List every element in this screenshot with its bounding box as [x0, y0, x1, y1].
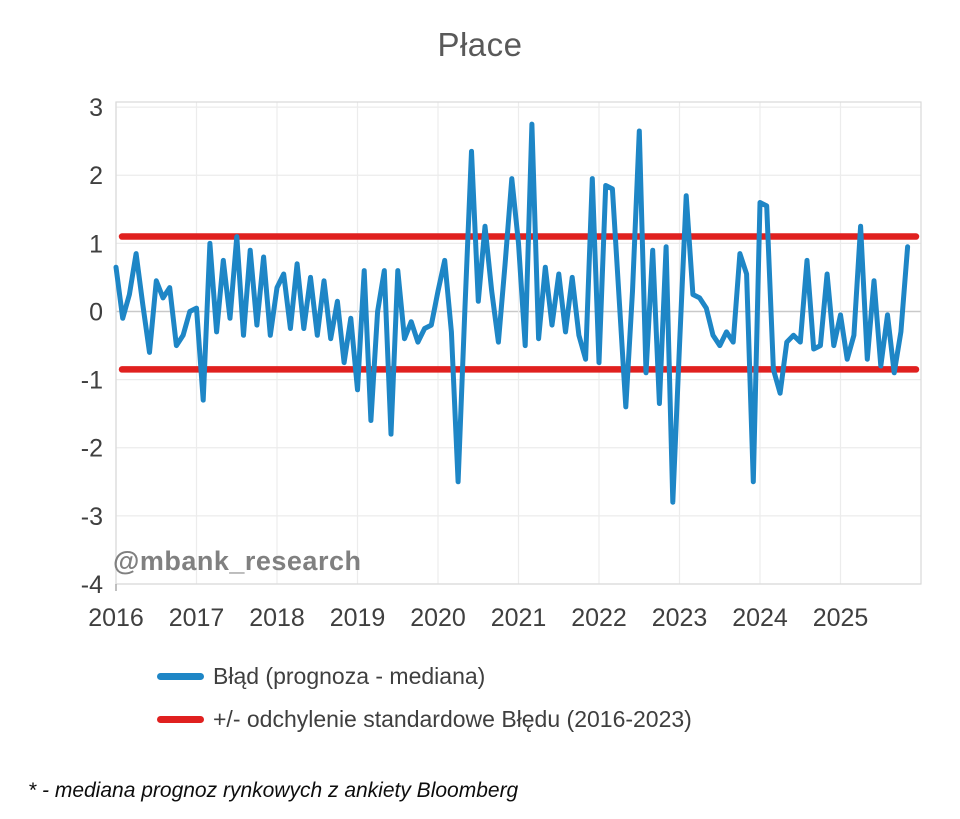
- svg-text:2022: 2022: [571, 604, 627, 632]
- legend-item-error: Błąd (prognoza - mediana): [157, 659, 692, 693]
- chart-legend: Błąd (prognoza - mediana) +/- odchylenie…: [157, 659, 692, 745]
- red-line-swatch: [157, 715, 204, 723]
- svg-text:2019: 2019: [330, 604, 386, 632]
- svg-text:2: 2: [89, 162, 103, 190]
- svg-text:2016: 2016: [88, 604, 144, 632]
- svg-text:3: 3: [89, 94, 103, 122]
- legend-item-stdev: +/- odchylenie standardowe Błędu (2016-2…: [157, 702, 692, 736]
- svg-text:2017: 2017: [169, 604, 225, 632]
- svg-text:2020: 2020: [410, 604, 466, 632]
- svg-text:2025: 2025: [813, 604, 869, 632]
- svg-text:2023: 2023: [652, 604, 708, 632]
- svg-text:-2: -2: [81, 435, 103, 463]
- svg-text:2024: 2024: [732, 604, 788, 632]
- svg-text:2018: 2018: [249, 604, 305, 632]
- svg-text:-3: -3: [81, 503, 103, 531]
- svg-text:-1: -1: [81, 367, 103, 395]
- svg-text:0: 0: [89, 298, 103, 326]
- svg-text:-4: -4: [81, 571, 103, 599]
- watermark-label: @mbank_research: [113, 546, 362, 576]
- svg-text:2021: 2021: [491, 604, 547, 632]
- legend-label-stdev: +/- odchylenie standardowe Błędu (2016-2…: [213, 705, 692, 732]
- legend-label-error: Błąd (prognoza - mediana): [213, 662, 486, 689]
- svg-text:1: 1: [89, 230, 103, 258]
- footnote-text: * - mediana prognoz rynkowych z ankiety …: [28, 779, 519, 802]
- blue-line-swatch: [157, 672, 204, 680]
- page-title: Płace: [437, 26, 523, 63]
